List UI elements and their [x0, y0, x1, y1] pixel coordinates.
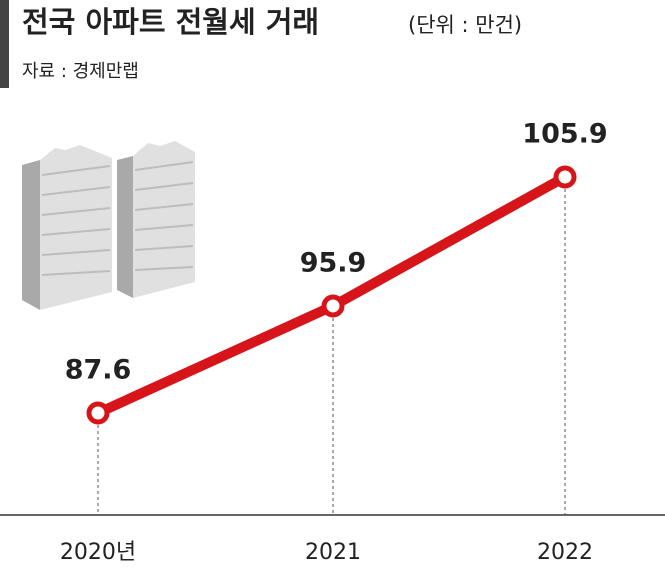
point: [321, 294, 345, 318]
point: [86, 401, 110, 425]
title-bar: [0, 0, 9, 88]
unit-label: (단위 : 만건): [408, 13, 522, 37]
x-tick-label: 2022: [537, 540, 593, 565]
building-illustration: [22, 141, 195, 310]
value-label: 105.9: [522, 119, 607, 150]
point: [553, 165, 577, 189]
source: 자료 : 경제만랩: [22, 61, 139, 82]
chart-title: 전국 아파트 전월세 거래: [22, 5, 319, 39]
x-tick-label: 2021: [305, 540, 361, 565]
x-tick-label: 2020년: [60, 540, 136, 565]
value-label: 95.9: [300, 247, 367, 278]
value-label: 87.6: [65, 355, 132, 386]
